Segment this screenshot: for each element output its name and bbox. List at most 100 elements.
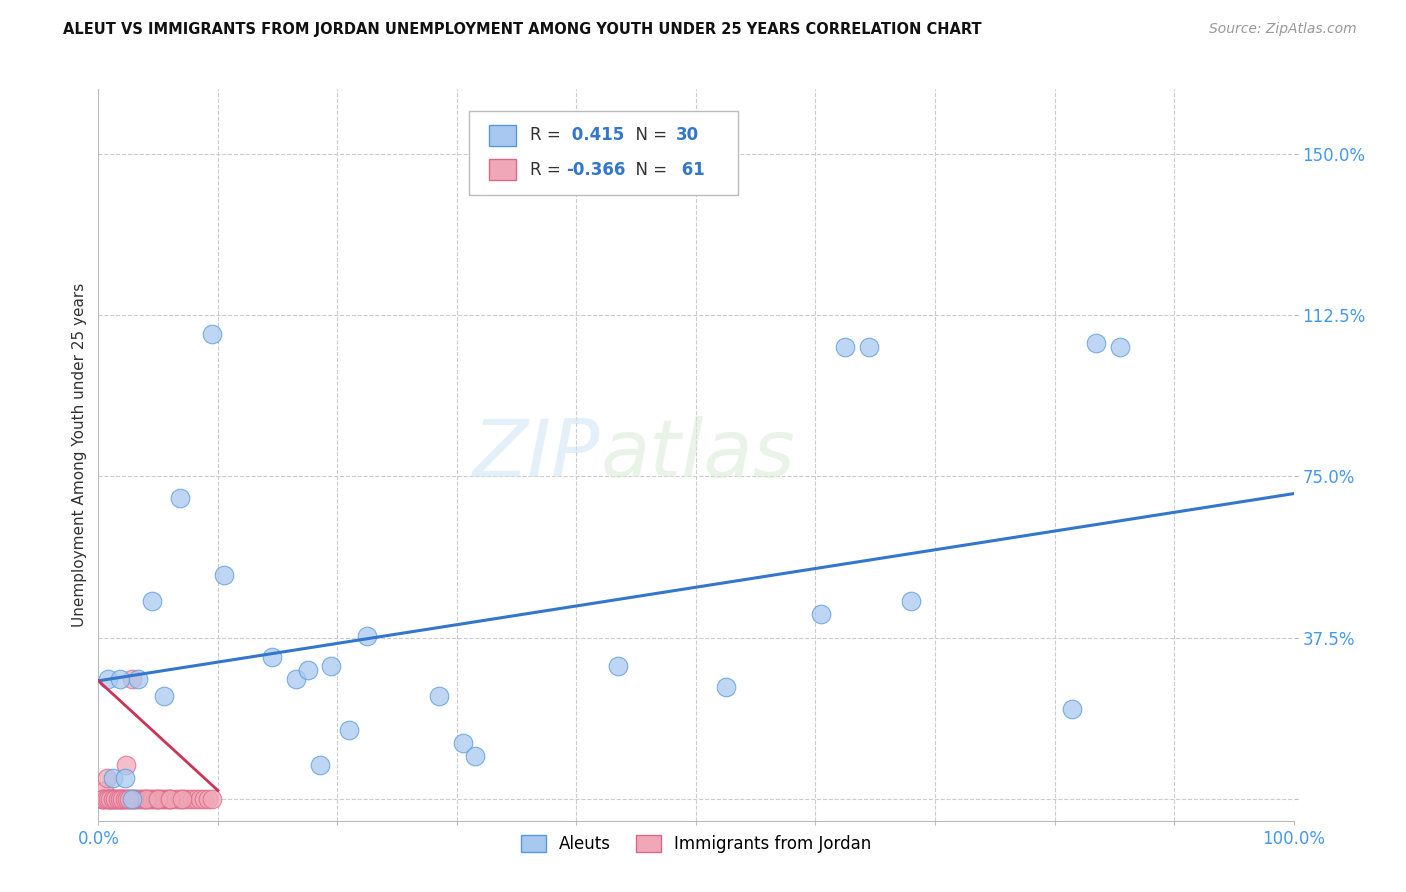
Text: atlas: atlas xyxy=(600,416,796,494)
Point xyxy=(124,792,146,806)
Point xyxy=(284,672,307,686)
Text: N =: N = xyxy=(626,127,673,145)
Point xyxy=(98,792,122,806)
Point xyxy=(148,792,170,806)
Point xyxy=(134,792,156,806)
Point xyxy=(127,792,149,806)
Point xyxy=(135,792,157,806)
Text: 0.415: 0.415 xyxy=(565,127,624,145)
Point xyxy=(107,792,129,806)
Text: 30: 30 xyxy=(676,127,699,145)
Point xyxy=(114,792,136,806)
Text: ZIP: ZIP xyxy=(472,416,600,494)
Text: -0.366: -0.366 xyxy=(565,161,626,178)
Point xyxy=(180,792,202,806)
Point xyxy=(201,327,224,342)
Point xyxy=(98,792,121,806)
Point xyxy=(91,792,114,806)
Point xyxy=(321,658,343,673)
Point xyxy=(1109,340,1132,354)
Y-axis label: Unemployment Among Youth under 25 years: Unemployment Among Youth under 25 years xyxy=(72,283,87,627)
Point xyxy=(94,792,117,806)
Point xyxy=(100,792,122,806)
Point xyxy=(141,792,163,806)
Point xyxy=(197,792,219,806)
Point xyxy=(186,792,208,806)
Point xyxy=(297,663,319,677)
Point xyxy=(139,792,162,806)
Point xyxy=(339,723,361,738)
Point xyxy=(114,771,136,785)
Point xyxy=(169,792,191,806)
Point xyxy=(201,792,224,806)
Point xyxy=(157,792,180,806)
Point xyxy=(464,749,486,764)
Bar xyxy=(489,125,516,145)
Text: R =: R = xyxy=(530,161,565,178)
Point xyxy=(111,792,134,806)
Point xyxy=(120,792,142,806)
Legend: Aleuts, Immigrants from Jordan: Aleuts, Immigrants from Jordan xyxy=(513,829,879,860)
Point xyxy=(129,792,152,806)
Point xyxy=(96,771,118,785)
Point xyxy=(160,792,183,806)
Point xyxy=(117,792,139,806)
Point xyxy=(356,629,378,643)
Point xyxy=(103,792,125,806)
Point xyxy=(104,792,127,806)
Point xyxy=(118,792,141,806)
Point xyxy=(148,792,170,806)
Point xyxy=(108,672,131,686)
Point xyxy=(153,792,176,806)
Point xyxy=(122,792,145,806)
Point xyxy=(115,792,138,806)
Point xyxy=(193,792,215,806)
Point xyxy=(107,792,129,806)
Point xyxy=(110,792,132,806)
Point xyxy=(121,792,143,806)
Point xyxy=(451,736,474,750)
Point xyxy=(1085,336,1108,351)
Point xyxy=(105,792,128,806)
Point xyxy=(121,672,143,686)
Point xyxy=(308,757,330,772)
Point xyxy=(177,792,200,806)
Point xyxy=(607,658,630,673)
Bar xyxy=(489,160,516,180)
Text: N =: N = xyxy=(626,161,673,178)
Point xyxy=(810,607,832,621)
Text: R =: R = xyxy=(530,127,565,145)
Point xyxy=(127,672,149,686)
FancyBboxPatch shape xyxy=(470,112,738,195)
Point xyxy=(112,792,135,806)
Text: ALEUT VS IMMIGRANTS FROM JORDAN UNEMPLOYMENT AMONG YOUTH UNDER 25 YEARS CORRELAT: ALEUT VS IMMIGRANTS FROM JORDAN UNEMPLOY… xyxy=(63,22,981,37)
Point xyxy=(159,792,181,806)
Point xyxy=(900,594,922,608)
Point xyxy=(141,594,163,608)
Point xyxy=(153,689,176,703)
Point xyxy=(97,792,120,806)
Point xyxy=(101,792,124,806)
Point xyxy=(91,792,114,806)
Text: Source: ZipAtlas.com: Source: ZipAtlas.com xyxy=(1209,22,1357,37)
Point xyxy=(143,792,166,806)
Point xyxy=(212,568,235,582)
Point xyxy=(124,792,146,806)
Point xyxy=(136,792,159,806)
Point xyxy=(834,340,856,354)
Point xyxy=(714,680,737,694)
Point xyxy=(146,792,169,806)
Point xyxy=(188,792,211,806)
Point xyxy=(260,650,283,665)
Text: 61: 61 xyxy=(676,161,704,178)
Point xyxy=(172,792,194,806)
Point xyxy=(155,792,177,806)
Point xyxy=(98,792,122,806)
Point xyxy=(150,792,173,806)
Point xyxy=(91,792,114,806)
Point xyxy=(97,672,120,686)
Point xyxy=(427,689,450,703)
Point xyxy=(93,783,115,797)
Point xyxy=(111,792,134,806)
Point xyxy=(115,757,138,772)
